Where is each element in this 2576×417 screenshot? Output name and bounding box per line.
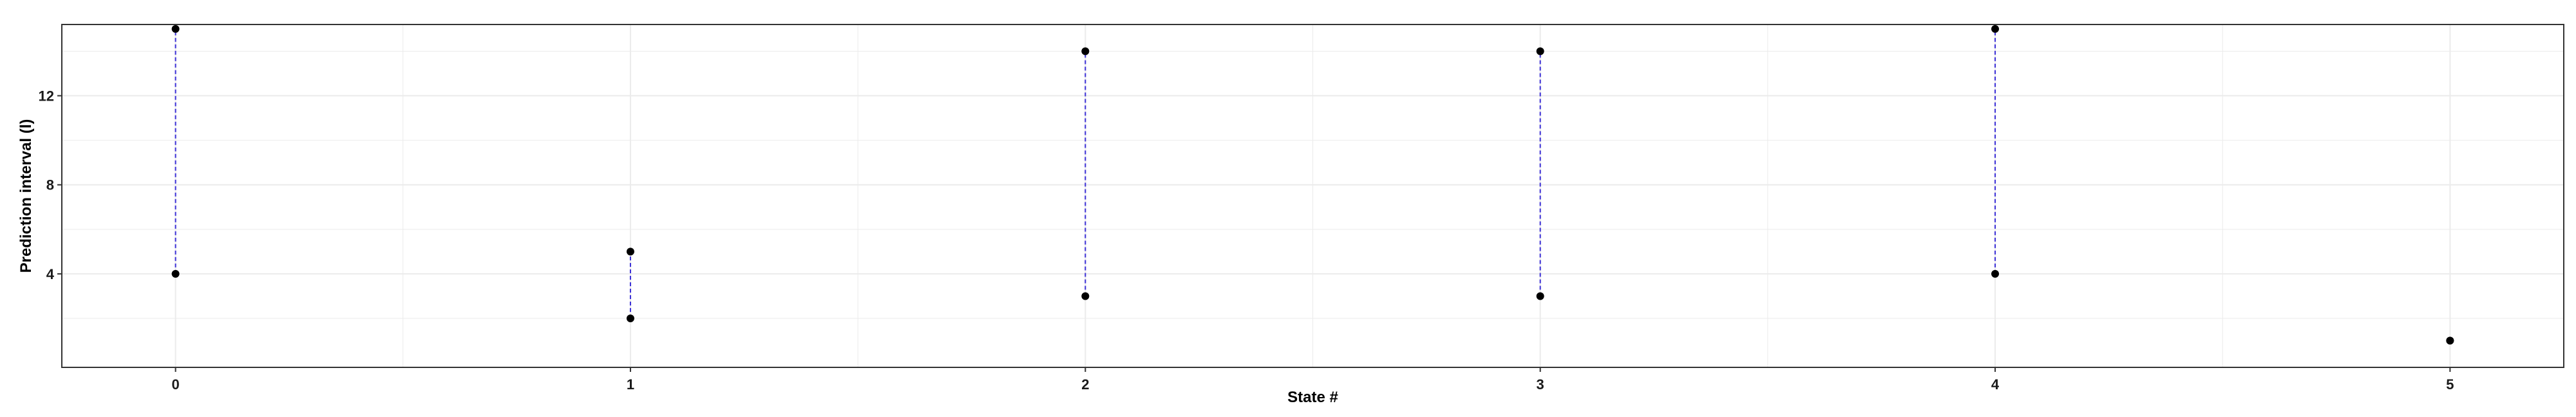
lower-bound-point [171,269,180,278]
x-tick-label: 0 [171,376,179,393]
lower-bound-point [1991,269,2000,278]
x-tick-label: 5 [2446,376,2454,393]
y-tick-label: 12 [39,88,54,104]
y-axis-title: Prediction interval (l) [17,119,35,273]
x-tick-label: 3 [1537,376,1544,393]
upper-bound-point [171,24,180,33]
grid-lines [62,24,2564,367]
panel-border [61,24,2564,368]
x-tick-label: 2 [1081,376,1089,393]
upper-bound-point [1991,24,2000,33]
upper-bound-point [626,247,634,256]
y-tick-label: 4 [46,266,55,282]
x-axis-ticks: 0 1 2 3 4 5 [171,367,2454,393]
upper-bound-point [2446,336,2454,345]
data-points [171,24,2454,345]
x-tick-label: 4 [1991,376,2000,393]
x-tick-label: 1 [627,376,634,393]
lower-bound-point [626,315,634,322]
y-axis-ticks: 4 8 12 [39,88,62,282]
x-axis-title: State # [1287,389,1338,406]
lower-bound-point [1081,292,1090,300]
y-tick-label: 8 [46,177,54,193]
interval-lines [175,28,1996,318]
lower-bound-point [1536,292,1544,300]
upper-bound-point [1536,47,1544,55]
upper-bound-point [1081,47,1090,55]
